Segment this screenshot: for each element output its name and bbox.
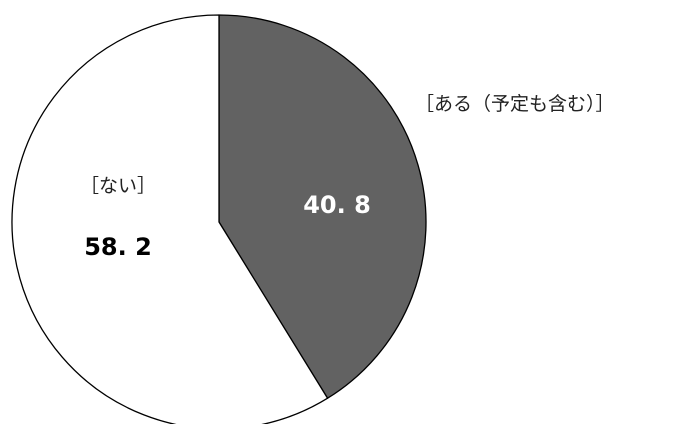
value-label-aru: 40. 8 [303, 191, 371, 219]
value-label-nai: 58. 2 [84, 233, 152, 261]
pie-labels: ［ある（予定も含む）］ ［ない］ 40. 8 58. 2 [80, 93, 615, 261]
pie-slice-aru [218, 14, 427, 399]
pie-slices [11, 14, 427, 424]
slice-label-aru: ［ある（予定も含む）］ [415, 93, 615, 115]
slice-label-nai: ［ない］ [80, 175, 156, 197]
pie-slice-nai [11, 14, 329, 424]
